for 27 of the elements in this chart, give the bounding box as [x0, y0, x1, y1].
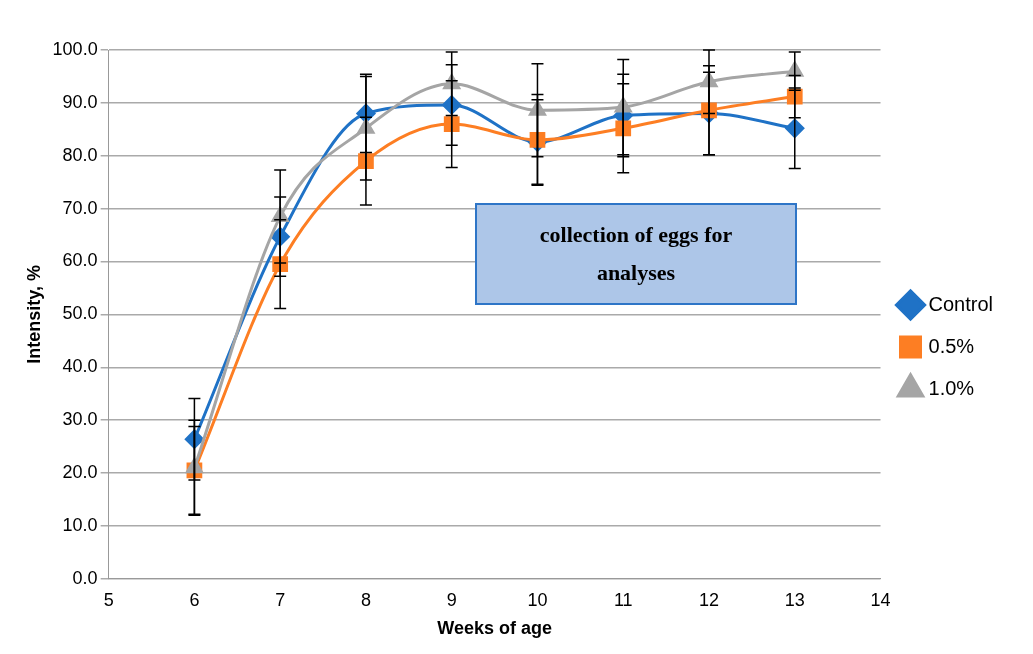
legend-label: 1.0% [928, 376, 975, 399]
y-tick-label: 50.0 [62, 303, 98, 324]
x-tick-label: 6 [189, 589, 200, 610]
y-tick-label: 80.0 [62, 144, 98, 165]
text-box: collection of eggs for analyses [475, 203, 797, 305]
x-tick-label: 8 [360, 589, 371, 610]
y-tick-label: 20.0 [62, 462, 98, 483]
y-tick-label: 70.0 [62, 197, 98, 218]
x-tick-label: 14 [870, 589, 891, 610]
x-tick-label: 12 [698, 589, 720, 610]
legend-label: Control [928, 292, 994, 315]
x-tick-label: 9 [446, 589, 457, 610]
y-tick-label: 100.0 [52, 38, 98, 59]
y-tick-label: 10.0 [62, 514, 98, 535]
x-tick-label: 10 [527, 589, 548, 610]
x-tick-label: 5 [103, 589, 114, 610]
y-tick-label: 0.0 [72, 567, 98, 588]
y-tick-label: 90.0 [62, 91, 98, 112]
legend-label: 0.5% [928, 334, 975, 357]
y-tick-label: 40.0 [62, 356, 98, 377]
x-axis-title: Weeks of age [437, 618, 552, 639]
x-tick-label: 11 [613, 589, 633, 610]
x-tick-label: 13 [784, 589, 805, 610]
y-tick-label: 60.0 [62, 250, 98, 271]
x-tick-label: 7 [275, 589, 286, 610]
y-axis-title: Intensity, % [23, 265, 44, 364]
y-tick-label: 30.0 [62, 409, 98, 430]
